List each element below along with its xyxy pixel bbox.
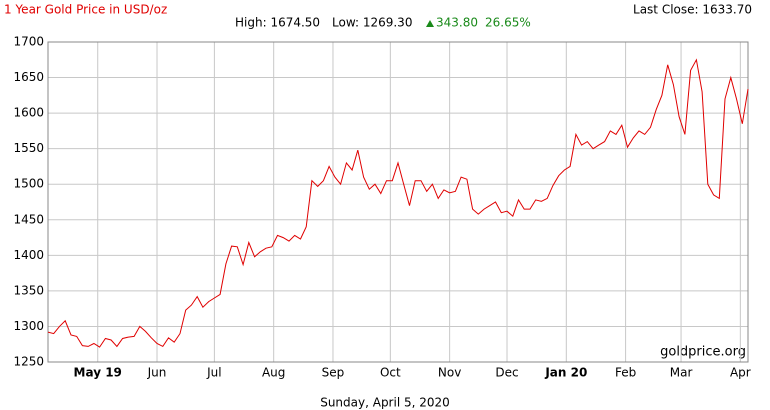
y-tick-label: 1650 [13,70,44,84]
x-tick-label: Aug [262,366,285,380]
watermark: goldprice.org [660,345,746,360]
y-tick-label: 1250 [13,355,44,369]
x-tick-label: Jun [147,366,167,380]
low: Low: 1269.30 [332,16,412,30]
change: 343.80 [436,16,478,30]
x-tick-label: Jan 20 [544,366,587,380]
y-tick-label: 1350 [13,283,44,297]
footer-date: Sunday, April 5, 2020 [320,396,450,410]
y-tick-label: 1550 [13,141,44,155]
up-arrow [426,20,434,27]
high: High: 1674.50 [235,16,320,30]
y-tick-label: 1400 [13,248,44,262]
y-tick-label: 1700 [13,35,44,49]
y-tick-label: 1500 [13,177,44,191]
y-tick-label: 1300 [13,319,44,333]
chart-title: 1 Year Gold Price in USD/oz [4,3,167,17]
price-line [47,58,749,348]
x-tick-label: Mar [670,366,693,380]
x-tick-label: May 19 [74,366,122,380]
change-percent: 26.65% [485,16,531,30]
x-tick-label: Apr [730,366,751,380]
y-tick-label: 1450 [13,212,44,226]
plot-border [47,41,749,363]
x-tick-label: Feb [615,366,636,380]
x-tick-label: Nov [438,366,461,380]
x-tick-label: Sep [322,366,345,380]
x-tick-label: Oct [380,366,401,380]
x-tick-label: Dec [495,366,518,380]
y-tick-label: 1600 [13,106,44,120]
x-tick-label: Jul [206,366,221,380]
last-close: Last Close: 1633.70 [633,3,752,17]
